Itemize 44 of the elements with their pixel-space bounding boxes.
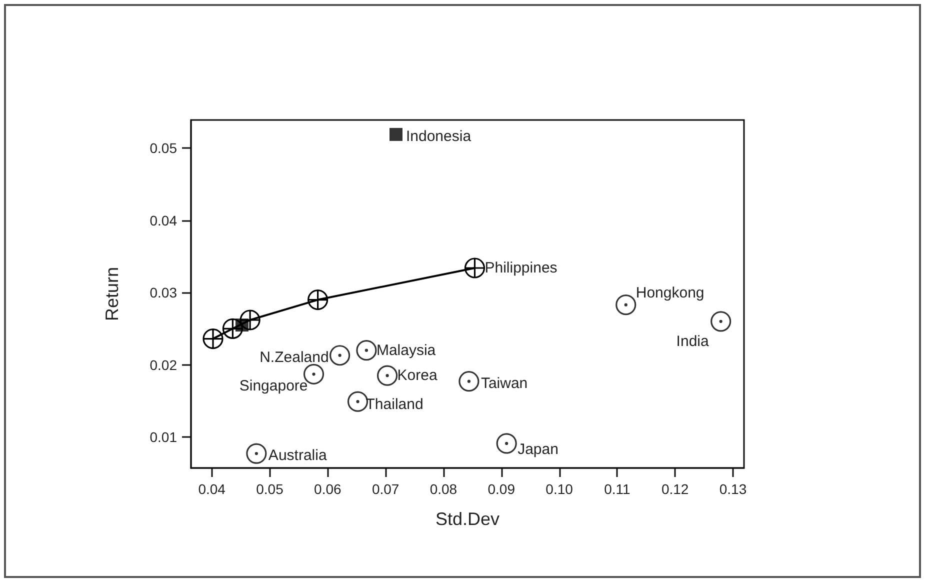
annotation: Korea xyxy=(397,367,438,384)
annotation: India xyxy=(676,332,710,350)
y-tick-label: 0.05 xyxy=(150,140,178,156)
point xyxy=(389,128,402,141)
x-tick-label: 0.13 xyxy=(719,481,747,497)
point xyxy=(246,443,267,464)
annotation: Singapore xyxy=(239,378,308,395)
y-tick-label: 0.04 xyxy=(150,212,178,228)
annotation: Australia xyxy=(268,447,328,464)
point xyxy=(240,310,260,330)
annotation: Japan xyxy=(518,440,558,458)
x-tick-label: 0.12 xyxy=(661,481,689,497)
annotation: N.Zealand xyxy=(260,348,329,366)
x-axis-title: Std.Dev xyxy=(435,509,500,529)
point xyxy=(235,318,248,332)
x-tick-label: 0.07 xyxy=(372,481,400,497)
y-axis-title: Return xyxy=(102,266,122,322)
annotation: Malaysia xyxy=(376,342,436,359)
x-tick-label: 0.08 xyxy=(430,481,458,497)
annotation: Philippines xyxy=(484,260,558,277)
y-tick-label: 0.02 xyxy=(150,356,178,373)
point xyxy=(308,289,328,310)
x-tick-label: 0.10 xyxy=(546,481,574,497)
point xyxy=(458,371,480,392)
point xyxy=(496,433,517,454)
point xyxy=(202,328,224,350)
point xyxy=(356,340,377,361)
point xyxy=(330,345,350,366)
annotation: Taiwan xyxy=(480,374,528,392)
y-tick-label: 0.03 xyxy=(150,284,178,301)
x-tick-label: 0.09 xyxy=(488,481,516,497)
y-tick-label: 0.01 xyxy=(150,428,178,445)
annotation: Hongkong xyxy=(636,284,704,302)
point xyxy=(616,294,636,316)
point xyxy=(710,311,732,332)
point xyxy=(377,365,398,386)
x-tick-label: 0.05 xyxy=(256,481,284,497)
x-tick-label: 0.11 xyxy=(604,481,630,497)
point xyxy=(464,258,486,278)
annotation: Thailand xyxy=(366,396,424,414)
annotation: Indonesia xyxy=(406,128,472,145)
x-tick-label: 0.06 xyxy=(314,481,342,497)
x-tick-label: 0.04 xyxy=(198,481,226,497)
point xyxy=(222,318,243,339)
